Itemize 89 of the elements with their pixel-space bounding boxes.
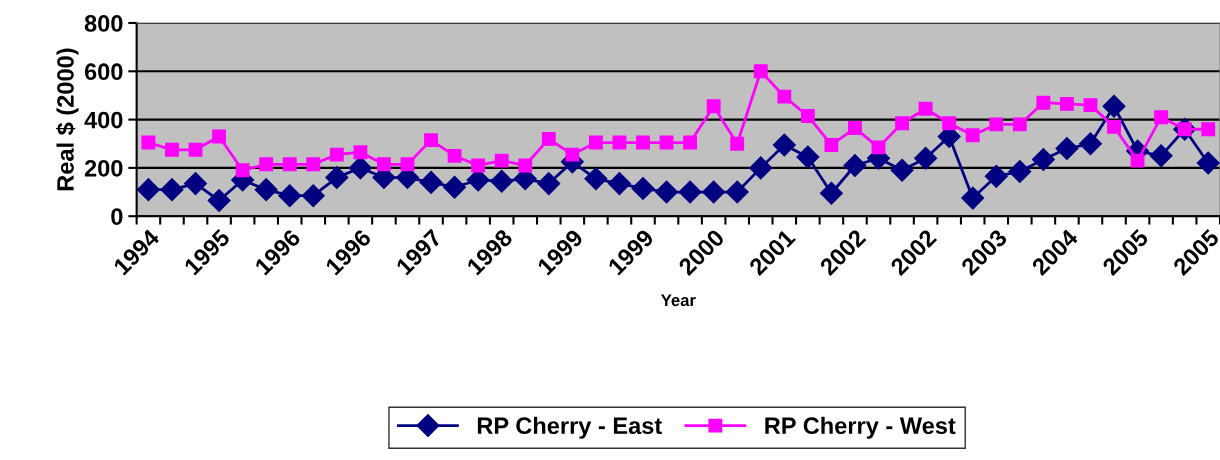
point [518, 158, 533, 173]
point [136, 178, 160, 202]
point [631, 176, 655, 200]
point [1059, 96, 1074, 111]
point [749, 156, 773, 180]
point [702, 180, 726, 204]
x-axis-title: Year [660, 294, 696, 307]
point [419, 170, 443, 194]
point [1154, 110, 1169, 125]
point [306, 157, 321, 172]
point [895, 116, 910, 131]
y-axis-title: Real $ (2000) [56, 48, 79, 191]
point [678, 180, 702, 204]
point [400, 157, 415, 172]
point [1102, 94, 1126, 118]
point [471, 158, 486, 173]
point [819, 181, 843, 205]
point [424, 133, 438, 148]
point [541, 131, 556, 146]
point [918, 101, 933, 116]
point [588, 135, 603, 150]
point [376, 157, 391, 172]
point [207, 189, 231, 213]
point [537, 172, 561, 196]
point [447, 148, 462, 163]
point [329, 147, 344, 162]
point [584, 167, 608, 191]
point [753, 64, 768, 79]
point [141, 135, 156, 150]
point [565, 147, 580, 162]
point [961, 186, 985, 210]
point [871, 140, 886, 155]
point [254, 178, 278, 202]
point [848, 121, 862, 135]
point [1130, 153, 1145, 168]
point [989, 117, 1004, 132]
point [301, 184, 325, 208]
y-tick-label: 800 [84, 15, 123, 32]
point [348, 156, 372, 180]
point [235, 163, 250, 178]
point [1083, 98, 1098, 113]
point [1012, 117, 1027, 132]
point [725, 180, 749, 204]
point [914, 146, 938, 170]
point [612, 135, 627, 150]
point [1078, 132, 1102, 156]
point [282, 157, 297, 172]
point [942, 116, 957, 131]
y-tick-label: 200 [84, 159, 123, 177]
legend-label: RP Cherry - West [765, 416, 956, 439]
point [607, 172, 631, 196]
point [1201, 122, 1216, 137]
point [800, 109, 815, 123]
point [353, 145, 368, 160]
point [843, 153, 867, 177]
point [278, 184, 302, 208]
point [772, 133, 796, 157]
y-tick-label: 400 [84, 111, 123, 129]
point [212, 129, 227, 144]
point [443, 175, 467, 199]
point [490, 169, 514, 193]
point [259, 157, 274, 172]
point [730, 136, 745, 151]
point [683, 135, 698, 150]
point [796, 145, 820, 169]
point [824, 138, 839, 152]
point [160, 178, 184, 202]
point [1008, 160, 1032, 184]
point [890, 158, 914, 182]
point [325, 166, 349, 190]
point [494, 153, 509, 168]
legend-label: RP Cherry - East [477, 416, 662, 439]
y-tick-label: 600 [84, 63, 123, 81]
point [984, 164, 1008, 188]
point [655, 180, 679, 204]
point [1036, 95, 1051, 110]
point [706, 99, 721, 114]
point [636, 135, 650, 150]
point [184, 172, 208, 196]
point [1031, 147, 1055, 171]
point [1107, 119, 1121, 134]
point [1055, 137, 1079, 161]
point [165, 142, 179, 157]
point [188, 142, 203, 157]
point [965, 128, 980, 143]
point [777, 89, 792, 104]
point [1149, 144, 1173, 168]
point [1196, 151, 1220, 175]
y-tick-label: 0 [111, 208, 123, 225]
